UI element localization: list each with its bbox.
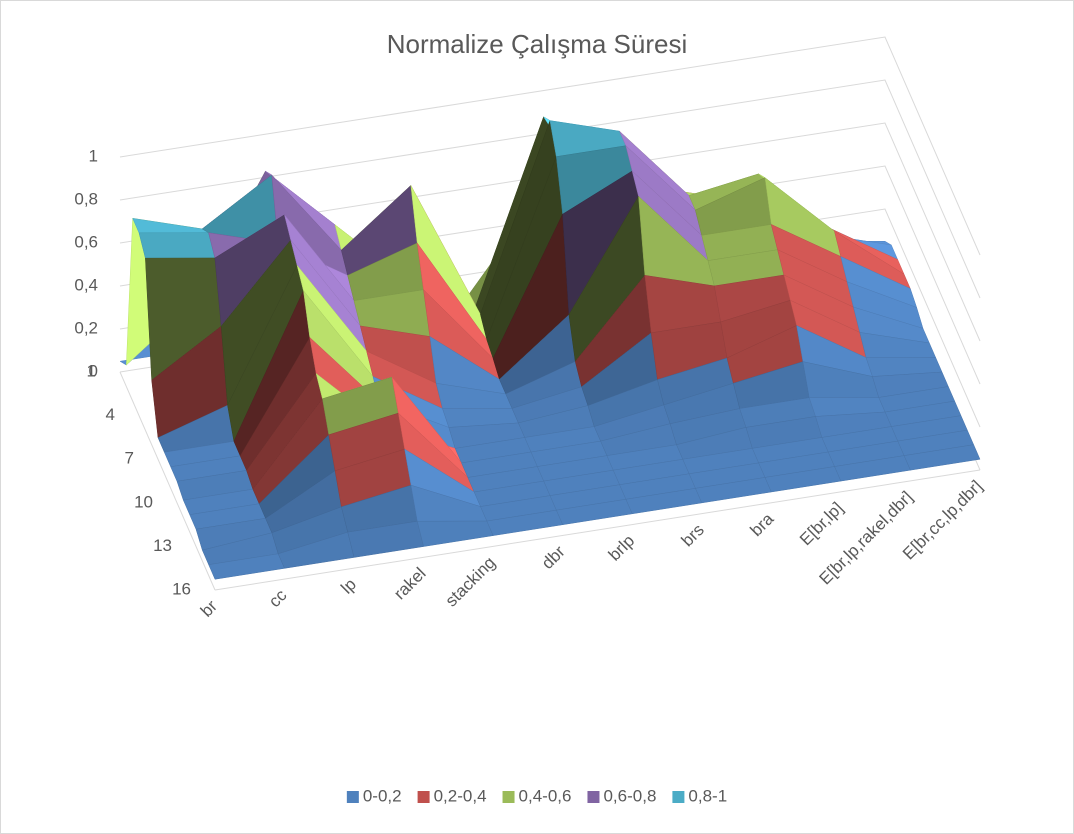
z-tick-label: 0,4 bbox=[74, 275, 98, 294]
legend-swatch bbox=[417, 791, 430, 803]
legend-label: 0,6-0,8 bbox=[603, 786, 656, 805]
surface bbox=[119, 116, 981, 580]
grid-line bbox=[119, 122, 981, 342]
legend: 0-0,2 0,2-0,4 0,4-0,6 0,6-0,8 0,8-1 bbox=[346, 786, 727, 805]
depth-tick-label: 13 bbox=[153, 536, 172, 555]
legend-swatch bbox=[502, 791, 515, 803]
z-tick-label: 1 bbox=[89, 146, 98, 165]
z-tick-label: 0,8 bbox=[74, 189, 98, 208]
depth-tick-label: 16 bbox=[172, 579, 191, 598]
depth-tick-label: 1 bbox=[87, 361, 96, 380]
depth-tick-label: 4 bbox=[106, 405, 115, 424]
legend-swatch bbox=[587, 791, 600, 803]
depth-axis bbox=[119, 371, 216, 591]
grid-line bbox=[119, 36, 981, 256]
category-axis bbox=[214, 469, 981, 591]
legend-swatch bbox=[346, 791, 359, 803]
grid-line bbox=[119, 79, 981, 299]
surface-cell bbox=[138, 232, 216, 259]
surface-cell bbox=[903, 444, 981, 471]
depth-tick-label: 7 bbox=[125, 449, 134, 468]
chart-title: Normalize Çalışma Süresi bbox=[387, 29, 688, 59]
z-tick-label: 0,2 bbox=[74, 318, 98, 337]
z-tick-label: 0,6 bbox=[74, 232, 98, 251]
legend-label: 0,2-0,4 bbox=[434, 786, 487, 805]
legend-swatch bbox=[672, 791, 685, 803]
depth-tick-label: 10 bbox=[134, 492, 153, 511]
legend-label: 0-0,2 bbox=[363, 786, 402, 805]
legend-label: 0,8-1 bbox=[688, 786, 727, 805]
legend-label: 0,4-0,6 bbox=[519, 786, 572, 805]
z-tick-label: 0 bbox=[89, 361, 98, 380]
